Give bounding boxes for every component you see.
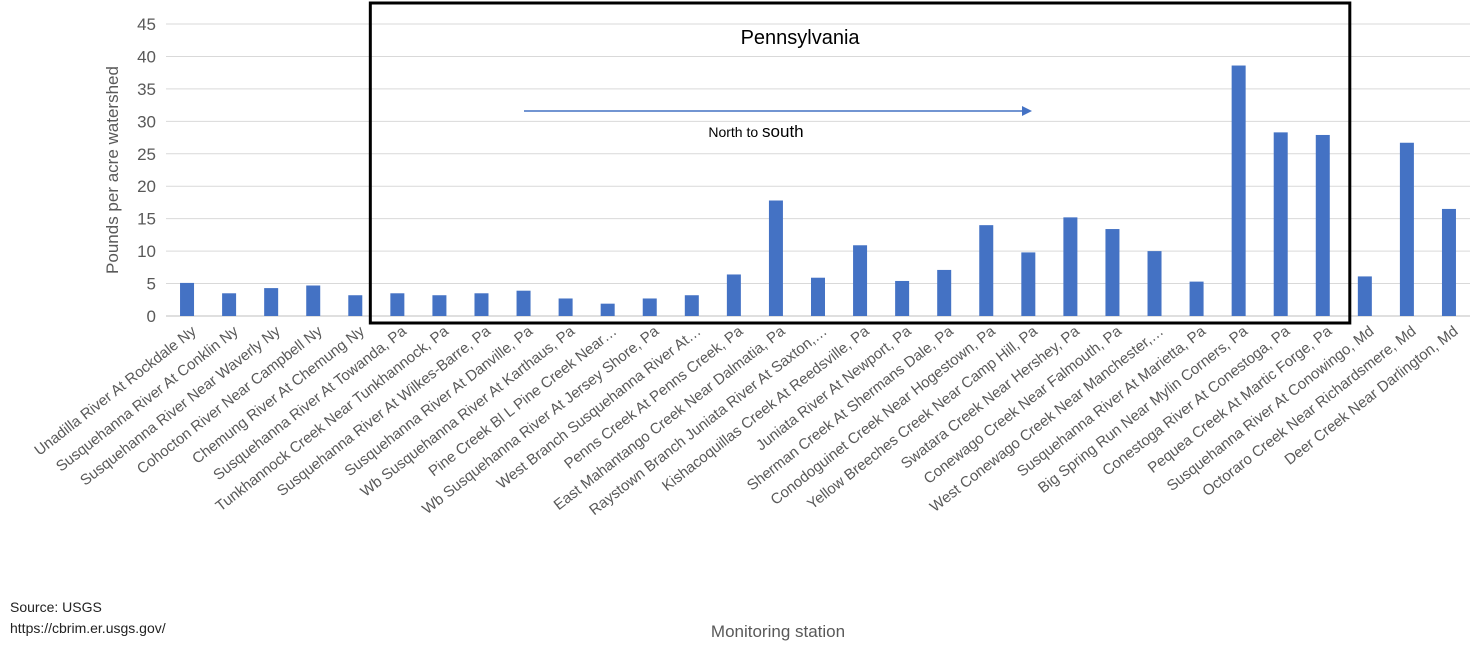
source-line: Source: USGS bbox=[10, 599, 102, 615]
bar bbox=[1231, 65, 1246, 316]
bar bbox=[348, 295, 363, 316]
bar bbox=[474, 293, 489, 316]
arrow-head-icon bbox=[1022, 106, 1032, 116]
y-tick-label: 45 bbox=[137, 15, 156, 34]
bar bbox=[726, 274, 741, 316]
bar bbox=[600, 303, 615, 316]
y-tick-label: 25 bbox=[137, 145, 156, 164]
bar bbox=[811, 277, 825, 316]
bar bbox=[1021, 252, 1036, 316]
bar bbox=[1147, 251, 1162, 316]
y-tick-label: 30 bbox=[137, 112, 156, 131]
gridlines bbox=[166, 23, 1470, 317]
y-tick-label: 0 bbox=[147, 307, 156, 326]
source-url: https://cbrim.er.usgs.gov/ bbox=[10, 620, 166, 636]
pennsylvania-box bbox=[368, 1, 1352, 325]
x-axis-label: Monitoring station bbox=[711, 622, 845, 641]
bar bbox=[853, 245, 868, 316]
y-tick-label: 40 bbox=[137, 47, 156, 66]
y-axis-ticks: 0 5 10 15 20 25 30 35 40 45 bbox=[137, 15, 156, 326]
bar bbox=[1189, 281, 1204, 316]
bar bbox=[1063, 217, 1078, 316]
bar bbox=[516, 290, 531, 316]
bars bbox=[180, 65, 1456, 316]
bar bbox=[895, 280, 910, 316]
arrow-label: North to south bbox=[708, 122, 803, 141]
y-tick-label: 15 bbox=[137, 210, 156, 229]
bar bbox=[264, 288, 279, 316]
pennsylvania-label: Pennsylvania bbox=[741, 27, 861, 49]
bar bbox=[768, 200, 783, 316]
bar bbox=[979, 225, 994, 316]
y-axis-label: Pounds per acre watershed bbox=[103, 66, 122, 274]
bar bbox=[222, 293, 237, 316]
bar bbox=[684, 295, 699, 316]
bar bbox=[1273, 132, 1288, 316]
bar bbox=[1441, 208, 1456, 316]
y-tick-label: 35 bbox=[137, 80, 156, 99]
y-tick-label: 5 bbox=[147, 275, 156, 294]
bar bbox=[1399, 142, 1414, 316]
bar bbox=[1315, 134, 1330, 316]
bar bbox=[558, 298, 573, 316]
bar bbox=[306, 285, 321, 316]
y-tick-label: 20 bbox=[137, 177, 156, 196]
bar bbox=[1357, 276, 1372, 316]
bar bbox=[180, 282, 195, 316]
bar bbox=[1105, 229, 1120, 316]
bar bbox=[937, 269, 952, 316]
bar bbox=[432, 295, 447, 316]
y-tick-label: 10 bbox=[137, 242, 156, 261]
bar bbox=[642, 298, 657, 316]
x-axis-ticks: Unadilla River At Rockdale NySusquehanna… bbox=[31, 322, 1461, 519]
bar bbox=[390, 293, 405, 316]
